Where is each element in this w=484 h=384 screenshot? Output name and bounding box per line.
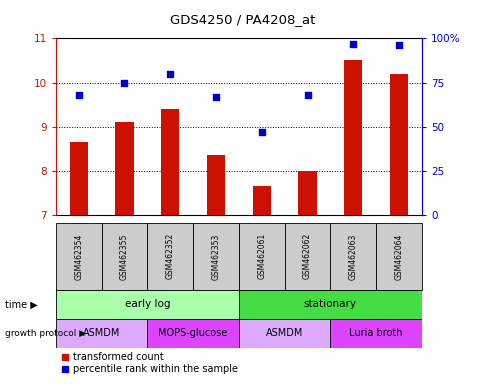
Text: stationary: stationary: [303, 299, 356, 310]
Point: [166, 71, 174, 77]
Bar: [252, 186, 271, 215]
Text: GSM462063: GSM462063: [348, 233, 357, 280]
Bar: [206, 156, 225, 215]
Bar: [147, 223, 193, 290]
Text: MOPS-glucose: MOPS-glucose: [158, 328, 227, 338]
Bar: [56, 290, 238, 319]
Bar: [147, 319, 238, 348]
Point: [348, 41, 356, 47]
Point: [394, 42, 402, 48]
Bar: [298, 171, 316, 215]
Bar: [284, 223, 330, 290]
Legend: transformed count, percentile rank within the sample: transformed count, percentile rank withi…: [60, 353, 238, 374]
Bar: [330, 319, 421, 348]
Bar: [115, 122, 133, 215]
Bar: [56, 223, 101, 290]
Bar: [389, 74, 408, 215]
Bar: [238, 223, 284, 290]
Text: GSM462352: GSM462352: [166, 233, 174, 280]
Point: [212, 94, 219, 100]
Point: [257, 129, 265, 135]
Text: GSM462061: GSM462061: [257, 233, 266, 280]
Bar: [69, 142, 88, 215]
Text: GSM462353: GSM462353: [211, 233, 220, 280]
Point: [303, 92, 311, 98]
Bar: [344, 61, 362, 215]
Text: GSM462355: GSM462355: [120, 233, 129, 280]
Bar: [330, 223, 376, 290]
Text: GSM462062: GSM462062: [302, 233, 311, 280]
Point: [121, 79, 128, 86]
Bar: [56, 319, 147, 348]
Bar: [238, 319, 330, 348]
Text: ASMDM: ASMDM: [265, 328, 302, 338]
Bar: [101, 223, 147, 290]
Text: Luria broth: Luria broth: [348, 328, 402, 338]
Text: GDS4250 / PA4208_at: GDS4250 / PA4208_at: [169, 13, 315, 26]
Text: time ▶: time ▶: [5, 299, 38, 310]
Bar: [161, 109, 179, 215]
Text: GSM462064: GSM462064: [394, 233, 403, 280]
Text: ASMDM: ASMDM: [83, 328, 120, 338]
Bar: [376, 223, 421, 290]
Text: early log: early log: [124, 299, 170, 310]
Bar: [193, 223, 238, 290]
Text: GSM462354: GSM462354: [74, 233, 83, 280]
Text: growth protocol ▶: growth protocol ▶: [5, 329, 86, 338]
Point: [75, 92, 82, 98]
Bar: [238, 290, 421, 319]
